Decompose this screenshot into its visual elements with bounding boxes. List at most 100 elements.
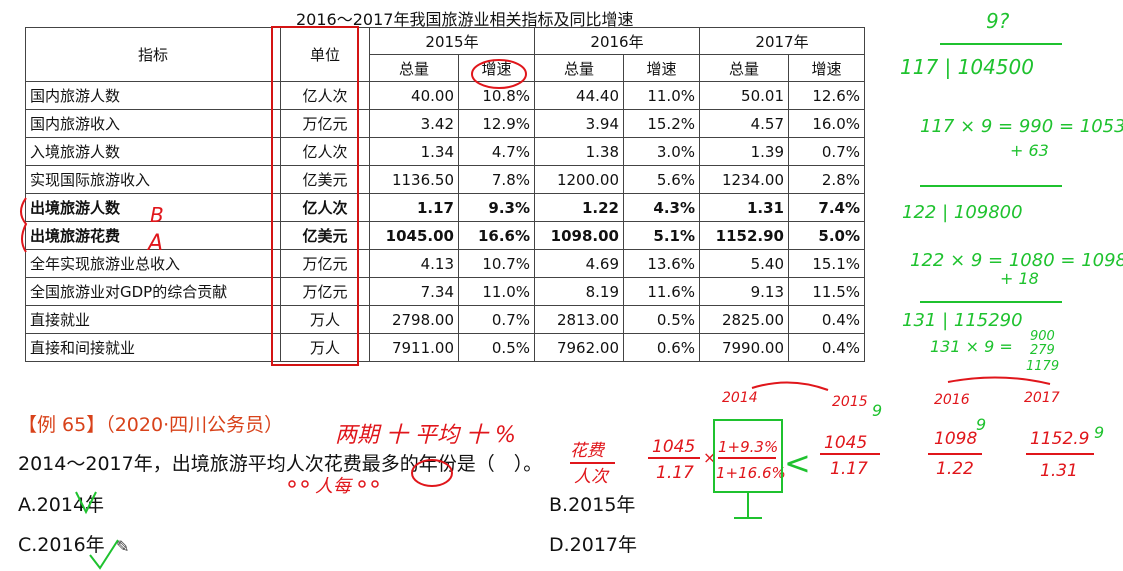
cell-unit: 万亿元	[280, 277, 370, 306]
cell-unit: 万人	[280, 305, 370, 334]
table-row: 实现国际旅游收入 亿美元 1136.50 7.8% 1200.00 5.6% 1…	[25, 165, 865, 194]
calc-3d: 1179	[1026, 359, 1059, 374]
cell-total-2017: 9.13	[699, 277, 789, 306]
cell-rate-2016: 13.6%	[623, 249, 700, 278]
question-stem: 2014～2017年，出境旅游平均人次花费最多的年份是（ ）。	[18, 453, 543, 475]
header-total: 总量	[369, 54, 459, 82]
cell-unit: 万亿元	[280, 109, 370, 138]
cell-total-2017: 1.31	[699, 193, 789, 222]
cell-indicator: 国内旅游收入	[25, 109, 281, 138]
header-unit: 单位	[280, 27, 370, 82]
cell-total-2017: 1.39	[699, 137, 789, 166]
table-row: 国内旅游收入 万亿元 3.42 12.9% 3.94 15.2% 4.57 16…	[25, 109, 865, 138]
cell-total-2016: 4.69	[534, 249, 624, 278]
cell-rate-2016: 3.0%	[623, 137, 700, 166]
cell-unit: 万亿元	[280, 249, 370, 278]
f2016-den: 1.22	[936, 459, 974, 479]
cell-total-2016: 3.94	[534, 109, 624, 138]
calc-2b: + 18	[1000, 269, 1039, 288]
table-row: 国内旅游人数 亿人次 40.00 10.8% 44.40 11.0% 50.01…	[25, 81, 865, 110]
cell-total-2015: 1.34	[369, 137, 459, 166]
table-row: 入境旅游人数 亿人次 1.34 4.7% 1.38 3.0% 1.39 0.7%	[25, 137, 865, 166]
cell-rate-2017: 15.1%	[788, 249, 865, 278]
calc-3c: 279	[1030, 343, 1055, 358]
cell-indicator: 入境旅游人数	[25, 137, 281, 166]
q-mark: 9?	[986, 9, 1010, 33]
header-total: 总量	[534, 54, 624, 82]
times-sign: ×	[703, 448, 716, 467]
header-total: 总量	[699, 54, 789, 82]
less-than-sign: <	[784, 444, 811, 482]
year-2017: 2017	[1024, 390, 1060, 406]
header-year-2016: 2016年	[534, 27, 700, 55]
arc-2016-2017	[947, 376, 1051, 385]
option-d[interactable]: D.2017年	[549, 534, 638, 556]
cell-rate-2015: 12.9%	[458, 109, 535, 138]
cell-rate-2017: 11.5%	[788, 277, 865, 306]
arc-2014-2015	[751, 381, 829, 391]
cell-rate-2015: 7.8%	[458, 165, 535, 194]
cell-unit: 万人	[280, 333, 370, 362]
option-c[interactable]: C.2016年	[18, 534, 105, 556]
header-year-2017: 2017年	[699, 27, 865, 55]
calc-1a: 117 × 9 = 990 = 1053	[920, 116, 1123, 137]
growth-den: 1+16.6%	[716, 464, 786, 482]
table-row: 出境旅游花费 亿美元 1045.00 16.6% 1098.00 5.1% 11…	[25, 221, 865, 250]
nine-2017: 9	[1094, 423, 1104, 442]
cell-rate-2017: 12.6%	[788, 81, 865, 110]
cell-total-2015: 7911.00	[369, 333, 459, 362]
cell-rate-2015: 11.0%	[458, 277, 535, 306]
cell-rate-2017: 0.4%	[788, 333, 865, 362]
cell-total-2016: 2813.00	[534, 305, 624, 334]
red-dots	[288, 480, 379, 488]
cell-rate-2015: 4.7%	[458, 137, 535, 166]
dot	[301, 480, 309, 488]
year-2016: 2016	[934, 392, 970, 408]
table-row: 直接和间接就业 万人 7911.00 0.5% 7962.00 0.6% 799…	[25, 333, 865, 362]
cell-total-2016: 7962.00	[534, 333, 624, 362]
method-note: 两期 十 平均 十 %	[335, 423, 516, 448]
cell-indicator: 全年实现旅游业总收入	[25, 249, 281, 278]
cell-rate-2015: 0.5%	[458, 333, 535, 362]
calc-3b: 900	[1030, 329, 1055, 344]
cell-rate-2016: 0.6%	[623, 333, 700, 362]
per-note: 人每	[315, 476, 353, 497]
cell-rate-2017: 5.0%	[788, 221, 865, 250]
cell-rate-2016: 4.3%	[623, 193, 700, 222]
cell-unit: 亿美元	[280, 165, 370, 194]
header-rate: 增速	[788, 54, 865, 82]
cell-rate-2016: 11.0%	[623, 81, 700, 110]
cell-total-2015: 1.17	[369, 193, 459, 222]
cell-rate-2016: 5.6%	[623, 165, 700, 194]
cell-indicator: 出境旅游花费	[25, 221, 281, 250]
table-row: 出境旅游人数 亿人次 1.17 9.3% 1.22 4.3% 1.31 7.4%	[25, 193, 865, 222]
box-growth	[713, 419, 783, 493]
division-2: 122 | 109800	[902, 202, 1023, 223]
cell-unit: 亿人次	[280, 137, 370, 166]
f2015b-den: 1.17	[830, 459, 868, 479]
cell-total-2017: 5.40	[699, 249, 789, 278]
cell-total-2015: 4.13	[369, 249, 459, 278]
table-row: 全国旅游业对GDP的综合贡献 万亿元 7.34 11.0% 8.19 11.6%…	[25, 277, 865, 306]
option-a[interactable]: A.2014年	[18, 494, 105, 516]
cell-rate-2016: 5.1%	[623, 221, 700, 250]
table-title: 2016～2017年我国旅游业相关指标及同比增速	[296, 10, 634, 29]
f2016-num: 1098	[934, 429, 977, 449]
f2015-num: 1045	[652, 437, 695, 457]
cell-unit: 亿美元	[280, 221, 370, 250]
cell-rate-2016: 0.5%	[623, 305, 700, 334]
f2015b-num: 1045	[824, 433, 867, 453]
cell-unit: 亿人次	[280, 193, 370, 222]
cell-indicator: 出境旅游人数	[25, 193, 281, 222]
year-2015: 2015	[832, 394, 868, 410]
cell-rate-2015: 16.6%	[458, 221, 535, 250]
nine-2015: 9	[872, 401, 882, 420]
nine-2016: 9	[976, 415, 986, 434]
tourism-stats-table: 指标 单位 2015年 2016年 2017年 总量 增速 总量 增速 总量 增…	[25, 27, 865, 362]
cell-total-2016: 44.40	[534, 81, 624, 110]
cell-indicator: 国内旅游人数	[25, 81, 281, 110]
option-b[interactable]: B.2015年	[549, 494, 636, 516]
calc-2a: 122 × 9 = 1080 = 1098	[910, 250, 1123, 271]
cell-rate-2015: 9.3%	[458, 193, 535, 222]
cell-total-2015: 1045.00	[369, 221, 459, 250]
